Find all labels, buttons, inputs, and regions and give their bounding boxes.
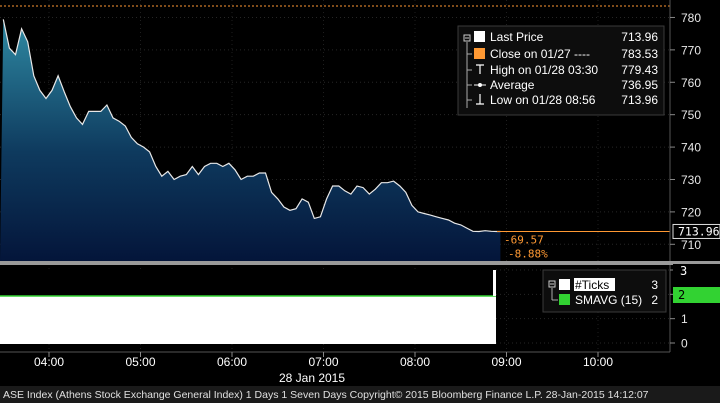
legend-value: 783.53 xyxy=(621,47,658,61)
last-price-flag: 713.96 xyxy=(672,223,720,239)
average-dot-icon xyxy=(478,83,482,87)
time-axis-ticks: 04:00 05:00 06:00 07:00 08:00 09:00 10:00 xyxy=(34,352,613,369)
price-tick-label: 710 xyxy=(681,238,701,252)
price-tick-label: 740 xyxy=(681,141,701,155)
price-tick-label: 780 xyxy=(681,11,701,25)
legend-row[interactable]: Average 736.95 xyxy=(467,78,658,92)
legend-label: Low on 01/28 08:56 xyxy=(490,93,596,107)
high-marker-icon xyxy=(476,64,484,74)
volume-legend[interactable]: #Ticks 3 SMAVG (15) 2 xyxy=(542,269,667,313)
volume-tick-label: 1 xyxy=(681,312,688,326)
white-swatch-icon xyxy=(474,31,485,42)
smavg-flag: 2 xyxy=(673,287,720,303)
ticks-bar xyxy=(0,296,496,344)
footer-text: ASE Index (Athens Stock Exchange General… xyxy=(3,388,649,401)
smavg-flag-label: 2 xyxy=(678,288,685,302)
volume-tick-label: 0 xyxy=(681,337,688,351)
legend-value: 713.96 xyxy=(621,30,658,44)
price-axis-ticks: 710 720 730 740 750 760 770 780 xyxy=(670,11,701,252)
legend-value: 713.96 xyxy=(621,93,658,107)
legend-row[interactable]: High on 01/28 03:30 779.43 xyxy=(467,63,658,77)
change-percent-label: -8.88% xyxy=(508,247,548,260)
legend-row[interactable]: Last Price 713.96 xyxy=(474,30,658,44)
orange-swatch-icon xyxy=(474,48,485,59)
ticks-label-highlight xyxy=(574,278,615,291)
last-tick-bar xyxy=(493,270,496,296)
time-tick-label: 10:00 xyxy=(583,355,613,369)
legend-label: Last Price xyxy=(490,30,544,44)
collapse-icon[interactable] xyxy=(463,34,471,42)
legend-row[interactable]: Low on 01/28 08:56 713.96 xyxy=(467,93,658,107)
price-tick-label: 770 xyxy=(681,43,701,57)
time-tick-label: 04:00 xyxy=(34,355,64,369)
time-tick-label: 09:00 xyxy=(491,355,521,369)
legend-label: Average xyxy=(490,78,535,92)
price-area xyxy=(0,19,501,262)
smavg-swatch xyxy=(559,294,570,305)
ticks-flag-label: 3 xyxy=(680,264,687,278)
ticks-flag: 3 xyxy=(673,264,720,278)
legend-label: High on 01/28 03:30 xyxy=(490,63,598,77)
price-tick-label: 750 xyxy=(681,108,701,122)
price-line xyxy=(2,19,501,233)
smavg-legend-value: 2 xyxy=(651,293,658,307)
volume-collapse-icon[interactable] xyxy=(548,280,556,288)
time-tick-label: 06:00 xyxy=(217,355,247,369)
price-tick-label: 720 xyxy=(681,205,701,219)
smavg-legend-label: SMAVG (15) xyxy=(575,293,642,307)
price-tick-label: 730 xyxy=(681,173,701,187)
ticks-swatch xyxy=(559,279,570,290)
price-legend-box xyxy=(457,25,665,116)
price-tick-label: 760 xyxy=(681,76,701,90)
date-label: 28 Jan 2015 xyxy=(279,371,345,385)
volume-top-band xyxy=(0,270,496,296)
panel-divider[interactable] xyxy=(0,261,720,265)
legend-value: 779.43 xyxy=(621,63,658,77)
change-label: -69.57 xyxy=(504,233,544,246)
last-price-flag-label: 713.96 xyxy=(678,224,720,238)
ticks-legend-value: 3 xyxy=(651,278,658,292)
footer-bar: ASE Index (Athens Stock Exchange General… xyxy=(0,386,720,403)
ticks-legend-label: #Ticks xyxy=(575,278,609,292)
time-tick-label: 08:00 xyxy=(400,355,430,369)
legend-label: Close on 01/27 ---- xyxy=(490,47,590,61)
time-tick-label: 07:00 xyxy=(308,355,338,369)
legend-value: 736.95 xyxy=(621,78,658,92)
low-marker-icon xyxy=(476,94,484,105)
time-tick-label: 05:00 xyxy=(125,355,155,369)
chart-canvas: -69.57 -8.88% 710 720 730 740 750 760 770 780 7… xyxy=(0,0,720,386)
price-legend[interactable]: Last Price 713.96 Close on 01/27 ---- 783.5… xyxy=(457,25,665,116)
legend-row[interactable]: Close on 01/27 ---- 783.53 xyxy=(467,47,658,61)
